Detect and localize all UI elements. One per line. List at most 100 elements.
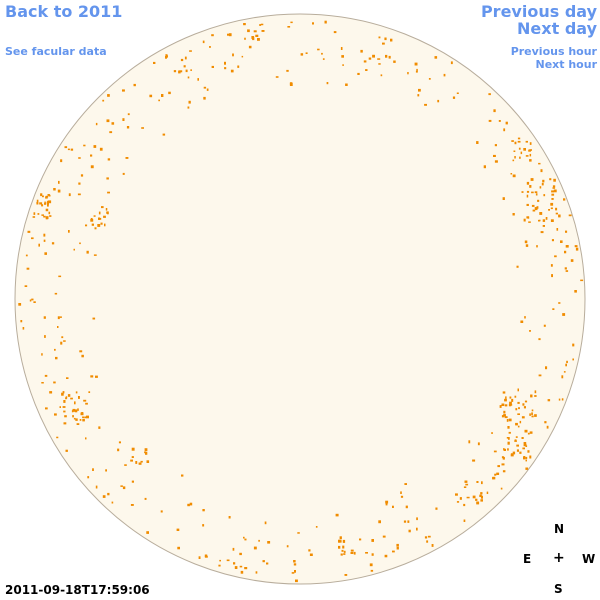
facula-speck <box>365 69 368 71</box>
facula-speck <box>54 348 56 351</box>
facula-speck <box>575 247 579 251</box>
next-hour-link[interactable]: Next hour <box>535 58 598 71</box>
facula-speck <box>564 250 567 254</box>
facula-speck <box>552 185 556 188</box>
facula-speck <box>203 96 206 100</box>
facula-speck <box>545 217 548 220</box>
facula-speck <box>286 545 289 548</box>
facula-speck <box>75 418 78 421</box>
facula-speck <box>492 477 494 480</box>
facula-speck <box>500 487 503 490</box>
facula-speck <box>68 230 70 233</box>
facula-speck <box>197 78 199 81</box>
facula-speck <box>400 495 404 498</box>
next-day-link[interactable]: Next day <box>517 19 597 38</box>
facula-speck <box>43 239 46 242</box>
facula-speck <box>135 461 138 464</box>
facula-speck <box>359 538 362 541</box>
facula-speck <box>130 504 134 506</box>
facula-speck <box>68 193 71 197</box>
facula-speck <box>74 401 76 405</box>
facula-speck <box>549 178 552 181</box>
facula-speck <box>452 96 456 99</box>
facula-speck <box>465 483 469 486</box>
facula-speck <box>291 572 295 574</box>
facula-speck <box>551 274 553 278</box>
facula-speck <box>378 63 381 65</box>
facula-speck <box>93 145 97 148</box>
facula-speck <box>32 216 36 218</box>
facula-speck <box>87 476 90 479</box>
facula-speck <box>82 418 85 422</box>
facula-speck <box>53 381 56 384</box>
facula-speck <box>523 442 527 444</box>
facula-speck <box>63 422 67 425</box>
facula-speck <box>524 240 528 244</box>
facula-speck <box>501 463 505 466</box>
facula-speck <box>189 502 193 506</box>
facula-speck <box>41 382 44 384</box>
facula-speck <box>437 99 440 103</box>
facula-speck <box>39 202 43 205</box>
facula-speck <box>392 550 395 553</box>
facula-speck <box>230 69 234 73</box>
facula-speck <box>160 510 163 513</box>
facula-speck <box>517 413 520 415</box>
facula-speck <box>168 91 171 95</box>
facula-speck <box>55 356 58 360</box>
facula-speck <box>501 456 504 459</box>
facula-speck <box>18 303 22 306</box>
facula-speck <box>551 239 554 242</box>
facula-speck <box>144 497 147 500</box>
facula-speck <box>558 398 561 401</box>
back-to-year-link[interactable]: Back to 2011 <box>5 2 123 21</box>
facula-speck <box>44 252 47 255</box>
facula-speck <box>259 24 262 26</box>
facula-speck <box>566 360 568 364</box>
facula-speck <box>60 341 63 345</box>
facula-speck <box>496 472 500 475</box>
facula-speck <box>20 320 23 323</box>
facula-speck <box>122 486 126 490</box>
facula-speck <box>529 413 531 416</box>
facula-speck <box>176 528 180 531</box>
facula-speck <box>85 437 87 440</box>
facula-speck <box>111 501 114 504</box>
facula-speck <box>480 492 483 495</box>
facula-speck <box>25 254 28 257</box>
facula-speck <box>49 391 53 394</box>
facula-speck <box>29 299 32 302</box>
facula-speck <box>38 243 40 247</box>
facula-speck <box>505 396 507 399</box>
facula-speck <box>520 151 523 155</box>
facula-speck <box>333 31 337 34</box>
facula-speck <box>106 211 108 214</box>
facula-speck <box>44 201 46 205</box>
facula-speck <box>227 33 230 36</box>
facula-speck <box>297 532 300 534</box>
facula-speck <box>417 94 420 97</box>
facula-speck <box>370 569 374 572</box>
facular-data-link[interactable]: See facular data <box>5 45 107 58</box>
facula-speck <box>531 415 534 418</box>
previous-day-link[interactable]: Previous day <box>480 2 597 21</box>
facula-speck <box>508 437 510 440</box>
facula-speck <box>76 423 80 425</box>
facula-speck <box>531 409 534 412</box>
facula-speck <box>308 549 311 552</box>
facula-speck <box>388 55 391 59</box>
facula-speck <box>340 47 343 50</box>
facula-speck <box>360 49 363 53</box>
facula-speck <box>509 396 512 399</box>
facula-speck <box>550 207 553 210</box>
facula-speck <box>78 182 81 185</box>
facula-speck <box>507 448 509 451</box>
facula-speck <box>574 245 578 248</box>
facula-speck <box>521 437 524 439</box>
facula-speck <box>365 552 368 554</box>
previous-hour-link[interactable]: Previous hour <box>510 45 597 58</box>
facula-speck <box>534 395 537 397</box>
facula-speck <box>63 410 66 413</box>
facula-speck <box>476 481 479 483</box>
facula-speck <box>540 169 543 173</box>
